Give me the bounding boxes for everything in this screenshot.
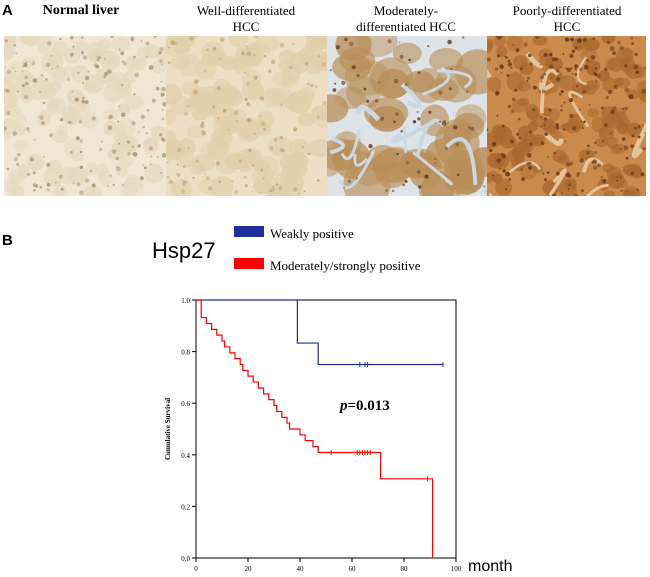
x-tick-label: 80 xyxy=(401,565,409,573)
micrograph-normal-liver xyxy=(4,36,166,196)
micrograph-strip xyxy=(4,36,646,196)
legend-swatch-weakly-positive xyxy=(234,226,264,237)
x-tick-label: 40 xyxy=(297,565,305,573)
legend-swatch-moderately-strongly-positive xyxy=(234,258,264,269)
legend-label: Moderately/strongly positive xyxy=(270,258,421,273)
y-tick-label: 0.0 xyxy=(181,555,190,563)
survival-curve xyxy=(196,299,434,558)
legend-label: Weakly positive xyxy=(270,226,354,241)
y-tick-label: 0.8 xyxy=(181,349,190,357)
plot-frame xyxy=(195,299,457,559)
x-tick-label: 100 xyxy=(451,565,462,573)
y-tick-label: 0.6 xyxy=(181,400,190,408)
y-tick-label: 0.2 xyxy=(181,503,190,511)
caption-poorly-differentiated: Poorly-differentiated HCC xyxy=(512,3,622,34)
micrograph-texture xyxy=(166,36,327,196)
micrograph-well-differentiated-hcc xyxy=(166,36,327,196)
p-value-annotation: p=0.013 xyxy=(340,398,390,414)
micrograph-moderately-differentiated-hcc xyxy=(327,36,487,196)
panel-b-label: B xyxy=(2,232,13,249)
micrograph-poorly-differentiated-hcc xyxy=(487,36,646,196)
micrograph-texture xyxy=(487,36,646,196)
caption-moderately-differentiated: Moderately- differentiated HCC xyxy=(356,3,456,34)
survival-curve xyxy=(196,299,443,366)
caption-well-differentiated: Well-differentiated HCC xyxy=(196,3,296,34)
km-title: Hsp27 xyxy=(152,238,216,263)
panel-a-label: A xyxy=(2,2,13,19)
caption-normal-liver: Normal liver xyxy=(42,3,120,18)
x-tick-label: 20 xyxy=(245,565,253,573)
micrograph-texture xyxy=(4,36,166,196)
km-chart: 0.0 0.2 0.4 0.6 0.8 1.0 0 20 40 60 80 100 Cumulative… xyxy=(164,297,462,573)
micrograph-texture xyxy=(327,36,487,196)
y-tick-label: 0.4 xyxy=(181,452,190,460)
y-tick-label: 1.0 xyxy=(181,297,190,305)
x-tick-label: 0 xyxy=(194,565,198,573)
x-tick-label: 60 xyxy=(349,565,357,573)
x-axis-unit: month xyxy=(468,558,513,575)
y-axis-label: Cumulative Survival xyxy=(164,398,172,460)
